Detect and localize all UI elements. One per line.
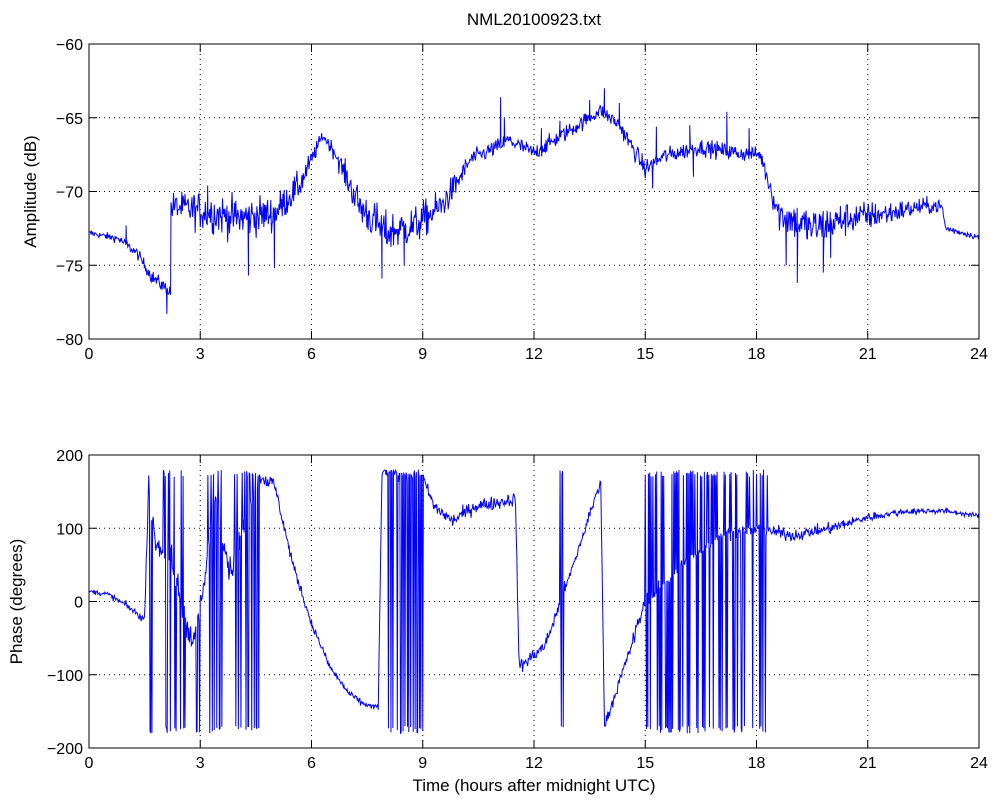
phase-y-tick-label: 0: [74, 595, 83, 612]
amplitude-y-tick-label: −70: [56, 185, 83, 202]
amplitude-x-tick-label: 0: [85, 346, 94, 363]
amplitude-x-tick-label: 6: [307, 346, 316, 363]
phase-x-axis-label: Time (hours after midnight UTC): [412, 776, 655, 795]
phase-y-axis-label: Phase (degrees): [7, 539, 26, 665]
phase-y-tick-label: −100: [47, 668, 83, 685]
phase-x-tick-label: 3: [196, 755, 205, 772]
amplitude-series-line: [89, 88, 979, 314]
amplitude-x-tick-label: 24: [970, 346, 988, 363]
phase-x-tick-label: 12: [525, 755, 543, 772]
amplitude-y-tick-label: −60: [56, 37, 83, 54]
figure-title: NML20100923.txt: [467, 10, 601, 29]
phase-x-tick-label: 0: [85, 755, 94, 772]
phase-x-tick-label: 9: [418, 755, 427, 772]
phase-x-tick-label: 21: [859, 755, 877, 772]
amplitude-x-tick-label: 9: [418, 346, 427, 363]
amplitude-y-tick-label: −75: [56, 258, 83, 275]
amplitude-x-tick-label: 21: [859, 346, 877, 363]
phase-axes: 0 3 6 9 12 15 18 21 24 −200 −100 0 100 200 Phase (degr…: [7, 448, 988, 795]
phase-x-tick-label: 6: [307, 755, 316, 772]
phase-y-tick-label: 100: [56, 521, 83, 538]
phase-x-tick-label: 15: [636, 755, 654, 772]
phase-x-tick-label: 24: [970, 755, 988, 772]
amplitude-y-tick-label: −65: [56, 111, 83, 128]
amplitude-y-axis-label: Amplitude (dB): [21, 135, 40, 247]
phase-y-tick-label: 200: [56, 448, 83, 465]
amplitude-x-tick-label: 15: [636, 346, 654, 363]
phase-x-tick-label: 18: [748, 755, 766, 772]
amplitude-x-tick-label: 3: [196, 346, 205, 363]
amplitude-x-tick-label: 18: [748, 346, 766, 363]
amplitude-axes: 0 3 6 9 12 15 18 21 24 −80 −75 −70 −65 −60 Amplitude (…: [21, 37, 988, 363]
phase-series-line: [89, 468, 979, 735]
amplitude-y-tick-label: −80: [56, 332, 83, 349]
amplitude-x-tick-label: 12: [525, 346, 543, 363]
phase-y-tick-label: −200: [47, 741, 83, 758]
